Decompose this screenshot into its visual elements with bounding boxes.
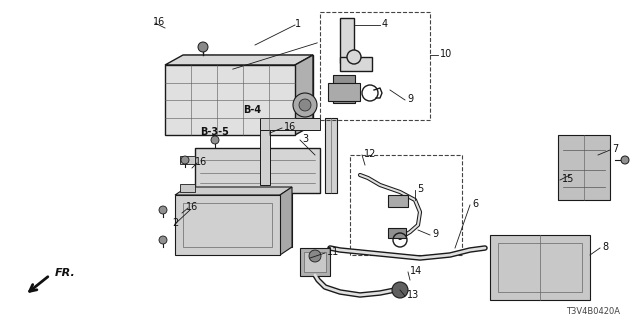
Bar [187, 187, 292, 247]
Text: 3: 3 [302, 134, 308, 144]
Bar [320, 12, 430, 120]
Text: 4: 4 [382, 19, 388, 29]
Text: 15: 15 [562, 174, 574, 184]
Bar [304, 252, 326, 272]
Bar [175, 195, 280, 255]
Bar [558, 135, 610, 200]
Bar [195, 148, 320, 193]
Circle shape [159, 206, 167, 214]
Bar [498, 243, 582, 292]
Circle shape [392, 282, 408, 298]
Text: 14: 14 [410, 266, 422, 276]
Text: B-3-5: B-3-5 [200, 127, 229, 137]
Circle shape [299, 99, 311, 111]
Text: 2: 2 [172, 218, 179, 228]
Bar [328, 83, 360, 101]
Circle shape [293, 93, 317, 117]
Circle shape [198, 42, 208, 52]
Text: 11: 11 [327, 247, 339, 257]
Bar [180, 184, 195, 192]
Bar [260, 130, 270, 185]
Polygon shape [165, 55, 313, 65]
Bar [180, 156, 195, 164]
Text: 16: 16 [195, 157, 207, 167]
Bar [340, 57, 372, 71]
Circle shape [159, 236, 167, 244]
Bar [490, 235, 590, 300]
Bar [325, 118, 337, 193]
Bar [388, 195, 408, 207]
Bar [350, 155, 462, 255]
Text: FR.: FR. [55, 268, 76, 278]
Bar [183, 203, 272, 247]
Bar [333, 75, 355, 103]
Text: B-4: B-4 [243, 105, 261, 115]
Text: 16: 16 [284, 122, 296, 132]
Circle shape [211, 136, 219, 144]
Text: 16: 16 [186, 202, 198, 212]
Polygon shape [280, 187, 292, 255]
Circle shape [347, 50, 361, 64]
Circle shape [621, 156, 629, 164]
Circle shape [181, 156, 189, 164]
Bar [388, 228, 406, 238]
Text: 9: 9 [432, 229, 438, 239]
Text: 16: 16 [153, 17, 165, 27]
Polygon shape [295, 55, 313, 135]
Text: 6: 6 [472, 199, 478, 209]
Text: 12: 12 [364, 149, 376, 159]
Text: 10: 10 [440, 49, 452, 59]
Bar [260, 118, 320, 130]
Bar [300, 248, 330, 276]
Circle shape [309, 250, 321, 262]
Text: 13: 13 [407, 290, 419, 300]
Text: 8: 8 [602, 242, 608, 252]
Bar [183, 55, 313, 125]
Bar [165, 65, 295, 135]
Text: 1: 1 [295, 19, 301, 29]
Text: 7: 7 [612, 144, 618, 154]
Polygon shape [175, 187, 292, 195]
Text: 9: 9 [407, 94, 413, 104]
Text: 5: 5 [417, 184, 423, 194]
Text: T3V4B0420A: T3V4B0420A [566, 308, 620, 316]
Bar [340, 18, 354, 63]
